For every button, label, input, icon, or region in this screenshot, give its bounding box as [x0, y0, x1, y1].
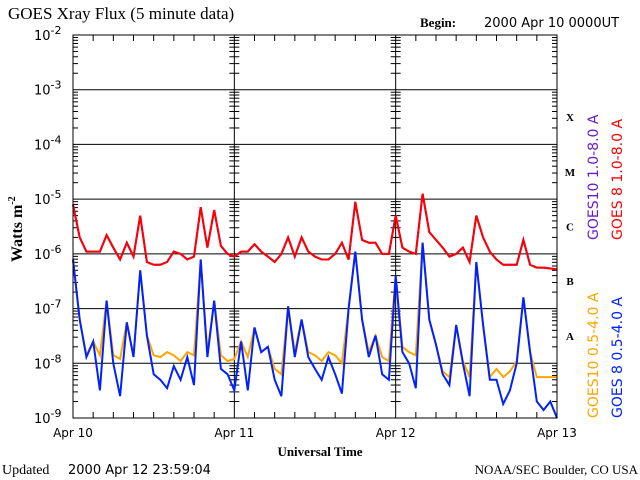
axis-ticks — [73, 35, 557, 418]
begin-label: Begin: — [420, 15, 456, 30]
y-tick-label: 10-6 — [34, 243, 62, 263]
legend: GOES10 1.0-8.0 A GOES 8 1.0-8.0 A GOES10 0… — [586, 114, 626, 418]
y-tick-label: 10-9 — [34, 407, 62, 427]
y-tick-label: 10-3 — [34, 79, 62, 99]
series-line — [72, 242, 558, 419]
flare-class-labels: X M C B A — [565, 112, 576, 343]
y-tick-label: 10-2 — [34, 24, 62, 44]
series-line — [72, 193, 558, 271]
x-tick-label: Apr 13 — [537, 426, 577, 440]
begin-value: 2000 Apr 10 0000UT — [484, 16, 619, 31]
flare-class-label: X — [566, 112, 574, 124]
y-tick-label: 10-8 — [34, 352, 62, 372]
updated-value: 2000 Apr 12 23:59:04 — [68, 463, 211, 478]
y-tick-label: 10-4 — [34, 133, 62, 153]
x-tick-labels: Apr 10 Apr 11 Apr 12 Apr 13 — [53, 426, 577, 440]
legend-entry: GOES10 1.0-8.0 A — [586, 114, 602, 240]
credit-text: NOAA/SEC Boulder, CO USA — [475, 462, 639, 477]
updated-label: Updated — [2, 463, 49, 478]
y-tick-label: 10-5 — [34, 188, 62, 208]
grid-lines — [73, 35, 557, 418]
flare-class-label: M — [565, 167, 576, 179]
flare-class-label: C — [566, 222, 574, 234]
chart-title: GOES Xray Flux (5 minute data) — [8, 4, 234, 23]
series-line — [72, 242, 557, 380]
flare-class-label: A — [566, 331, 574, 343]
legend-entry: GOES10 0.5-4.0 A — [586, 292, 602, 418]
data-series — [72, 193, 558, 419]
x-axis-label: Universal Time — [277, 444, 362, 459]
flare-class-label: B — [566, 276, 574, 288]
legend-entry: GOES 8 1.0-8.0 A — [610, 119, 626, 240]
y-tick-labels: 10-2 10-3 10-4 10-5 10-6 10-7 10-8 10-9 — [34, 24, 62, 427]
x-tick-label: Apr 11 — [214, 426, 254, 440]
x-tick-label: Apr 12 — [376, 426, 416, 440]
legend-entry: GOES 8 0.5-4.0 A — [610, 297, 626, 418]
y-axis-label: Watts m-2 — [7, 196, 26, 262]
x-tick-label: Apr 10 — [53, 426, 93, 440]
y-tick-label: 10-7 — [34, 298, 62, 318]
plot-frame — [72, 34, 558, 419]
